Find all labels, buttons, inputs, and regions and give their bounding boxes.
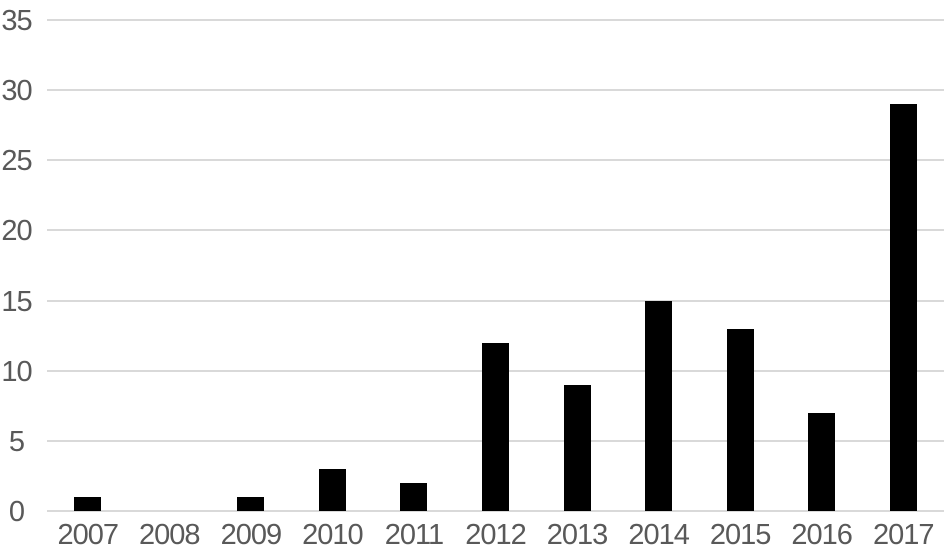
bar-2012 <box>482 342 509 511</box>
x-axis-tick-label: 2013 <box>546 519 609 551</box>
gridline-y-20 <box>47 229 944 232</box>
x-axis-tick-label: 2007 <box>57 519 120 551</box>
x-axis-tick-label: 2009 <box>220 519 283 551</box>
x-axis-tick-label: 2016 <box>791 519 853 551</box>
bar-2016 <box>808 412 836 511</box>
bar-2014 <box>645 300 673 511</box>
bar-2015 <box>726 328 754 511</box>
y-axis-tick-label: 10 <box>1 355 32 388</box>
gridline-y-0 <box>47 510 944 512</box>
y-axis-tick-label: 30 <box>1 75 32 108</box>
y-axis-tick-label: 5 <box>8 425 25 458</box>
gridline-y-25 <box>47 159 944 162</box>
gridline-y-15 <box>47 299 944 302</box>
bar-2011 <box>400 482 428 511</box>
gridline-y-35 <box>47 19 944 21</box>
x-axis-tick-label: 2008 <box>139 519 201 551</box>
x-axis-tick-label: 2012 <box>465 519 527 551</box>
x-axis-tick-label: 2017 <box>872 519 935 551</box>
x-axis-tick-label: 2010 <box>302 519 364 551</box>
bar-2017 <box>889 104 917 511</box>
y-axis-tick-label: 35 <box>1 5 32 37</box>
y-axis-tick-label: 15 <box>1 285 32 318</box>
gridline-y-30 <box>47 89 944 92</box>
bar-2013 <box>563 384 591 511</box>
x-axis-tick-label: 2011 <box>384 519 444 551</box>
bar-2007 <box>74 496 102 511</box>
bar-2010 <box>318 468 346 511</box>
y-axis-tick-label: 20 <box>1 215 32 248</box>
y-axis-tick-label: 25 <box>1 145 32 178</box>
bar-2009 <box>237 496 265 511</box>
x-axis-tick-label: 2015 <box>709 519 772 551</box>
x-axis-tick-label: 2014 <box>628 519 690 551</box>
y-axis-tick-label: 0 <box>8 496 25 528</box>
